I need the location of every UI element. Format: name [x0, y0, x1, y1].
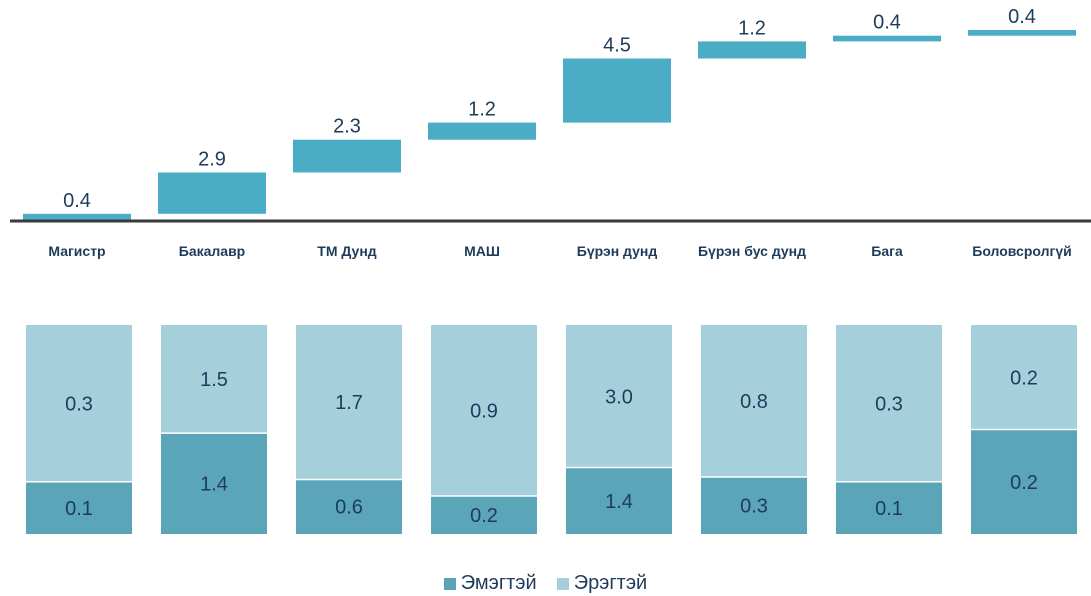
stacked-bar-male [566, 325, 672, 468]
male-value-label: 0.3 [875, 393, 903, 415]
category-label: Боловсролгүй [972, 243, 1071, 259]
stacked-bar-female [836, 481, 942, 534]
category-label: Магистр [48, 243, 105, 259]
stacked-bar-female [296, 479, 402, 534]
male-value-label: 0.8 [740, 391, 768, 413]
female-value-label: 1.4 [200, 474, 228, 496]
category-labels: Магистр Бакалавр ТМ Дунд МАШ Бүрэн дунд Бүрэн… [48, 243, 1071, 259]
waterfall-value-label: 0.4 [873, 12, 901, 34]
waterfall-value-label: 2.9 [198, 148, 226, 170]
stacked-bar-female [431, 496, 537, 534]
female-value-label: 0.2 [470, 505, 498, 527]
category-label: Бага [871, 243, 903, 259]
legend-swatch-male [556, 577, 569, 590]
male-value-label: 0.2 [1010, 367, 1038, 389]
legend-swatch-female [443, 577, 456, 590]
stacked-bar-male [701, 325, 807, 477]
waterfall-bar [293, 139, 401, 173]
waterfall-bar [428, 122, 536, 140]
stacked-bar-male [26, 325, 132, 482]
stacked-bar-female [701, 477, 807, 534]
waterfall-value-label: 2.3 [333, 116, 361, 138]
male-value-label: 0.9 [470, 401, 498, 423]
female-value-label: 0.2 [1010, 472, 1038, 494]
waterfall-bar [23, 213, 131, 220]
waterfall-value-label: 0.4 [1008, 6, 1036, 28]
waterfall-value-label: 1.2 [468, 99, 496, 121]
waterfall-value-label: 4.5 [603, 34, 631, 56]
male-value-label: 1.7 [335, 392, 363, 414]
waterfall-value-label: 0.4 [63, 190, 91, 212]
category-label: Бакалавр [179, 243, 245, 259]
waterfall-value-label: 1.2 [738, 17, 766, 39]
stacked-bar-male [161, 325, 267, 434]
stacked-bar-chart: 0.1 0.3 1.4 1.5 0.6 1.7 0.2 0.9 1.4 3.0 0.3 0.8 0.1 0… [26, 325, 1077, 534]
waterfall-bar [698, 41, 806, 59]
female-value-label: 0.1 [65, 498, 93, 520]
legend-label-male: Эрэгтэй [573, 572, 648, 594]
male-value-label: 3.0 [605, 386, 633, 408]
category-label: Бүрэн бус дунд [698, 243, 806, 259]
stacked-bar-male [971, 325, 1077, 430]
stacked-bar-male [431, 325, 537, 496]
waterfall-chart: 0.4 2.9 2.3 1.2 4.5 1.2 0.4 0.4 [23, 6, 1076, 220]
waterfall-bar [158, 172, 266, 214]
female-value-label: 1.4 [605, 491, 633, 513]
female-value-label: 0.6 [335, 497, 363, 519]
category-label: МАШ [464, 243, 500, 259]
male-value-label: 0.3 [65, 393, 93, 415]
stacked-bar-male [296, 325, 402, 480]
waterfall-bar [968, 30, 1076, 36]
stacked-bar-male [836, 325, 942, 482]
stacked-bar-female [26, 481, 132, 534]
legend-label-female: Эмэгтэй [460, 572, 537, 594]
legend-item-male: Эрэгтэй [556, 572, 648, 595]
male-value-label: 1.5 [200, 369, 228, 391]
legend-item-female: Эмэгтэй [443, 572, 537, 595]
category-label: Бүрэн дунд [577, 243, 658, 259]
waterfall-bar [833, 35, 941, 42]
stacked-bar-female [971, 429, 1077, 534]
female-value-label: 0.1 [875, 498, 903, 520]
waterfall-bar [563, 58, 671, 123]
stacked-bar-female [161, 433, 267, 534]
category-label: ТМ Дунд [317, 243, 376, 259]
stacked-bar-female [566, 467, 672, 534]
female-value-label: 0.3 [740, 496, 768, 518]
legend: Эмэгтэй Эрэгтэй [0, 572, 1091, 595]
